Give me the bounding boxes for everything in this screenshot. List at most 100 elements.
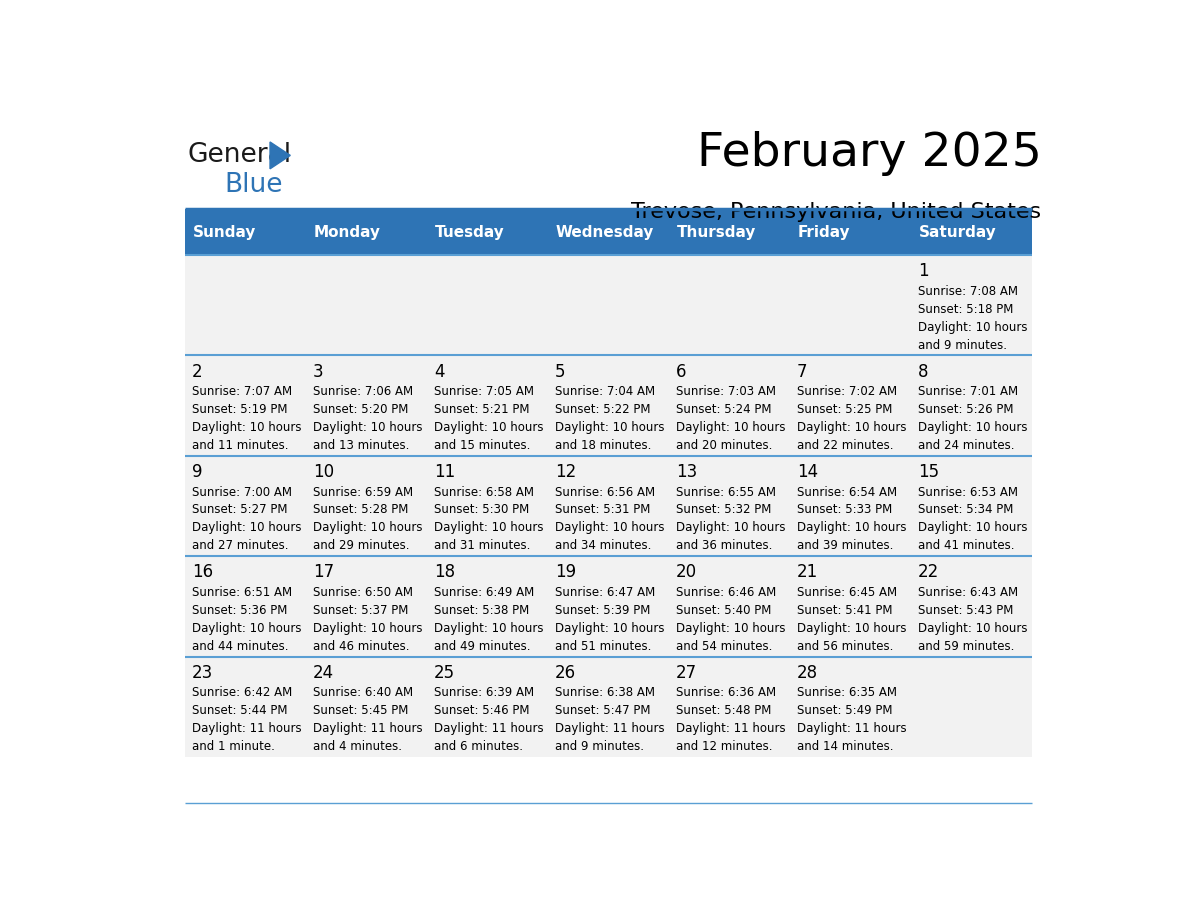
Text: Sunrise: 7:01 AM: Sunrise: 7:01 AM xyxy=(918,386,1018,398)
Text: Sunrise: 6:39 AM: Sunrise: 6:39 AM xyxy=(434,687,533,700)
Text: Sunrise: 6:43 AM: Sunrise: 6:43 AM xyxy=(918,586,1018,599)
Text: and 11 minutes.: and 11 minutes. xyxy=(191,439,289,452)
Text: Sunrise: 6:56 AM: Sunrise: 6:56 AM xyxy=(555,486,655,498)
Bar xyxy=(549,255,669,355)
Text: Daylight: 10 hours: Daylight: 10 hours xyxy=(676,421,785,434)
Text: Daylight: 10 hours: Daylight: 10 hours xyxy=(918,320,1028,333)
Text: and 49 minutes.: and 49 minutes. xyxy=(434,640,530,653)
Text: February 2025: February 2025 xyxy=(696,131,1042,176)
Bar xyxy=(790,456,911,556)
Bar xyxy=(790,209,911,255)
Text: 23: 23 xyxy=(191,664,213,682)
Text: and 14 minutes.: and 14 minutes. xyxy=(797,740,893,753)
Text: 7: 7 xyxy=(797,363,808,380)
Text: Sunrise: 7:05 AM: Sunrise: 7:05 AM xyxy=(434,386,533,398)
Text: Sunset: 5:27 PM: Sunset: 5:27 PM xyxy=(191,503,287,517)
Text: Sunset: 5:45 PM: Sunset: 5:45 PM xyxy=(312,704,409,717)
Text: and 20 minutes.: and 20 minutes. xyxy=(676,439,772,452)
Text: and 36 minutes.: and 36 minutes. xyxy=(676,539,772,553)
Text: Sunrise: 6:59 AM: Sunrise: 6:59 AM xyxy=(312,486,413,498)
Text: Sunrise: 6:54 AM: Sunrise: 6:54 AM xyxy=(797,486,897,498)
Bar xyxy=(307,556,428,656)
Text: Sunrise: 6:51 AM: Sunrise: 6:51 AM xyxy=(191,586,292,599)
Text: 15: 15 xyxy=(918,463,939,481)
Text: Sunset: 5:43 PM: Sunset: 5:43 PM xyxy=(918,604,1013,617)
Bar xyxy=(307,355,428,456)
Text: Sunday: Sunday xyxy=(192,225,257,240)
Text: and 15 minutes.: and 15 minutes. xyxy=(434,439,530,452)
Text: Trevose, Pennsylvania, United States: Trevose, Pennsylvania, United States xyxy=(632,202,1042,222)
Text: Thursday: Thursday xyxy=(677,225,756,240)
Bar xyxy=(669,355,790,456)
Text: and 1 minute.: and 1 minute. xyxy=(191,740,274,753)
Text: Daylight: 11 hours: Daylight: 11 hours xyxy=(555,722,664,735)
Bar xyxy=(428,209,549,255)
Text: Sunset: 5:21 PM: Sunset: 5:21 PM xyxy=(434,403,530,416)
Text: 22: 22 xyxy=(918,564,939,581)
Text: Sunrise: 7:02 AM: Sunrise: 7:02 AM xyxy=(797,386,897,398)
Text: 9: 9 xyxy=(191,463,202,481)
Text: Sunrise: 6:46 AM: Sunrise: 6:46 AM xyxy=(676,586,776,599)
Text: Sunrise: 6:58 AM: Sunrise: 6:58 AM xyxy=(434,486,533,498)
Text: 24: 24 xyxy=(312,664,334,682)
Text: Monday: Monday xyxy=(314,225,380,240)
Bar xyxy=(549,656,669,757)
Text: Sunset: 5:24 PM: Sunset: 5:24 PM xyxy=(676,403,771,416)
Text: 2: 2 xyxy=(191,363,202,380)
Text: 6: 6 xyxy=(676,363,687,380)
Text: and 6 minutes.: and 6 minutes. xyxy=(434,740,523,753)
Text: Daylight: 11 hours: Daylight: 11 hours xyxy=(434,722,543,735)
Bar xyxy=(307,456,428,556)
Bar xyxy=(185,209,307,255)
Bar xyxy=(428,656,549,757)
Text: Daylight: 10 hours: Daylight: 10 hours xyxy=(676,621,785,634)
Text: Sunset: 5:38 PM: Sunset: 5:38 PM xyxy=(434,604,529,617)
Text: Daylight: 10 hours: Daylight: 10 hours xyxy=(312,621,422,634)
Text: and 12 minutes.: and 12 minutes. xyxy=(676,740,772,753)
Text: Sunrise: 7:07 AM: Sunrise: 7:07 AM xyxy=(191,386,292,398)
Bar xyxy=(549,456,669,556)
Bar xyxy=(307,656,428,757)
Text: Sunset: 5:32 PM: Sunset: 5:32 PM xyxy=(676,503,771,517)
Text: Sunset: 5:26 PM: Sunset: 5:26 PM xyxy=(918,403,1013,416)
Text: and 59 minutes.: and 59 minutes. xyxy=(918,640,1015,653)
Text: 28: 28 xyxy=(797,664,817,682)
Text: Sunset: 5:22 PM: Sunset: 5:22 PM xyxy=(555,403,650,416)
Bar xyxy=(549,209,669,255)
Text: Daylight: 11 hours: Daylight: 11 hours xyxy=(676,722,785,735)
Text: and 27 minutes.: and 27 minutes. xyxy=(191,539,289,553)
Text: Sunset: 5:20 PM: Sunset: 5:20 PM xyxy=(312,403,409,416)
Text: Blue: Blue xyxy=(225,173,283,198)
Bar xyxy=(185,456,307,556)
Bar xyxy=(790,656,911,757)
Text: Daylight: 10 hours: Daylight: 10 hours xyxy=(797,521,906,534)
Text: 19: 19 xyxy=(555,564,576,581)
Bar xyxy=(307,209,428,255)
Bar xyxy=(911,255,1032,355)
Text: Sunset: 5:48 PM: Sunset: 5:48 PM xyxy=(676,704,771,717)
Text: Sunrise: 6:40 AM: Sunrise: 6:40 AM xyxy=(312,687,413,700)
Text: and 51 minutes.: and 51 minutes. xyxy=(555,640,651,653)
Text: Daylight: 10 hours: Daylight: 10 hours xyxy=(555,621,664,634)
Bar xyxy=(669,255,790,355)
Bar xyxy=(549,556,669,656)
Text: 8: 8 xyxy=(918,363,928,380)
Bar xyxy=(911,209,1032,255)
Text: 11: 11 xyxy=(434,463,455,481)
Text: and 9 minutes.: and 9 minutes. xyxy=(555,740,644,753)
Text: Sunrise: 7:00 AM: Sunrise: 7:00 AM xyxy=(191,486,292,498)
Text: and 34 minutes.: and 34 minutes. xyxy=(555,539,651,553)
Bar xyxy=(185,656,307,757)
Text: Tuesday: Tuesday xyxy=(435,225,505,240)
Text: Sunrise: 6:47 AM: Sunrise: 6:47 AM xyxy=(555,586,655,599)
Bar xyxy=(185,556,307,656)
Text: and 18 minutes.: and 18 minutes. xyxy=(555,439,651,452)
Text: Sunrise: 6:49 AM: Sunrise: 6:49 AM xyxy=(434,586,535,599)
Bar xyxy=(428,556,549,656)
Bar xyxy=(669,656,790,757)
Text: Daylight: 10 hours: Daylight: 10 hours xyxy=(191,421,302,434)
Text: 27: 27 xyxy=(676,664,697,682)
Text: Daylight: 10 hours: Daylight: 10 hours xyxy=(312,521,422,534)
Text: Sunset: 5:40 PM: Sunset: 5:40 PM xyxy=(676,604,771,617)
Text: and 4 minutes.: and 4 minutes. xyxy=(312,740,402,753)
